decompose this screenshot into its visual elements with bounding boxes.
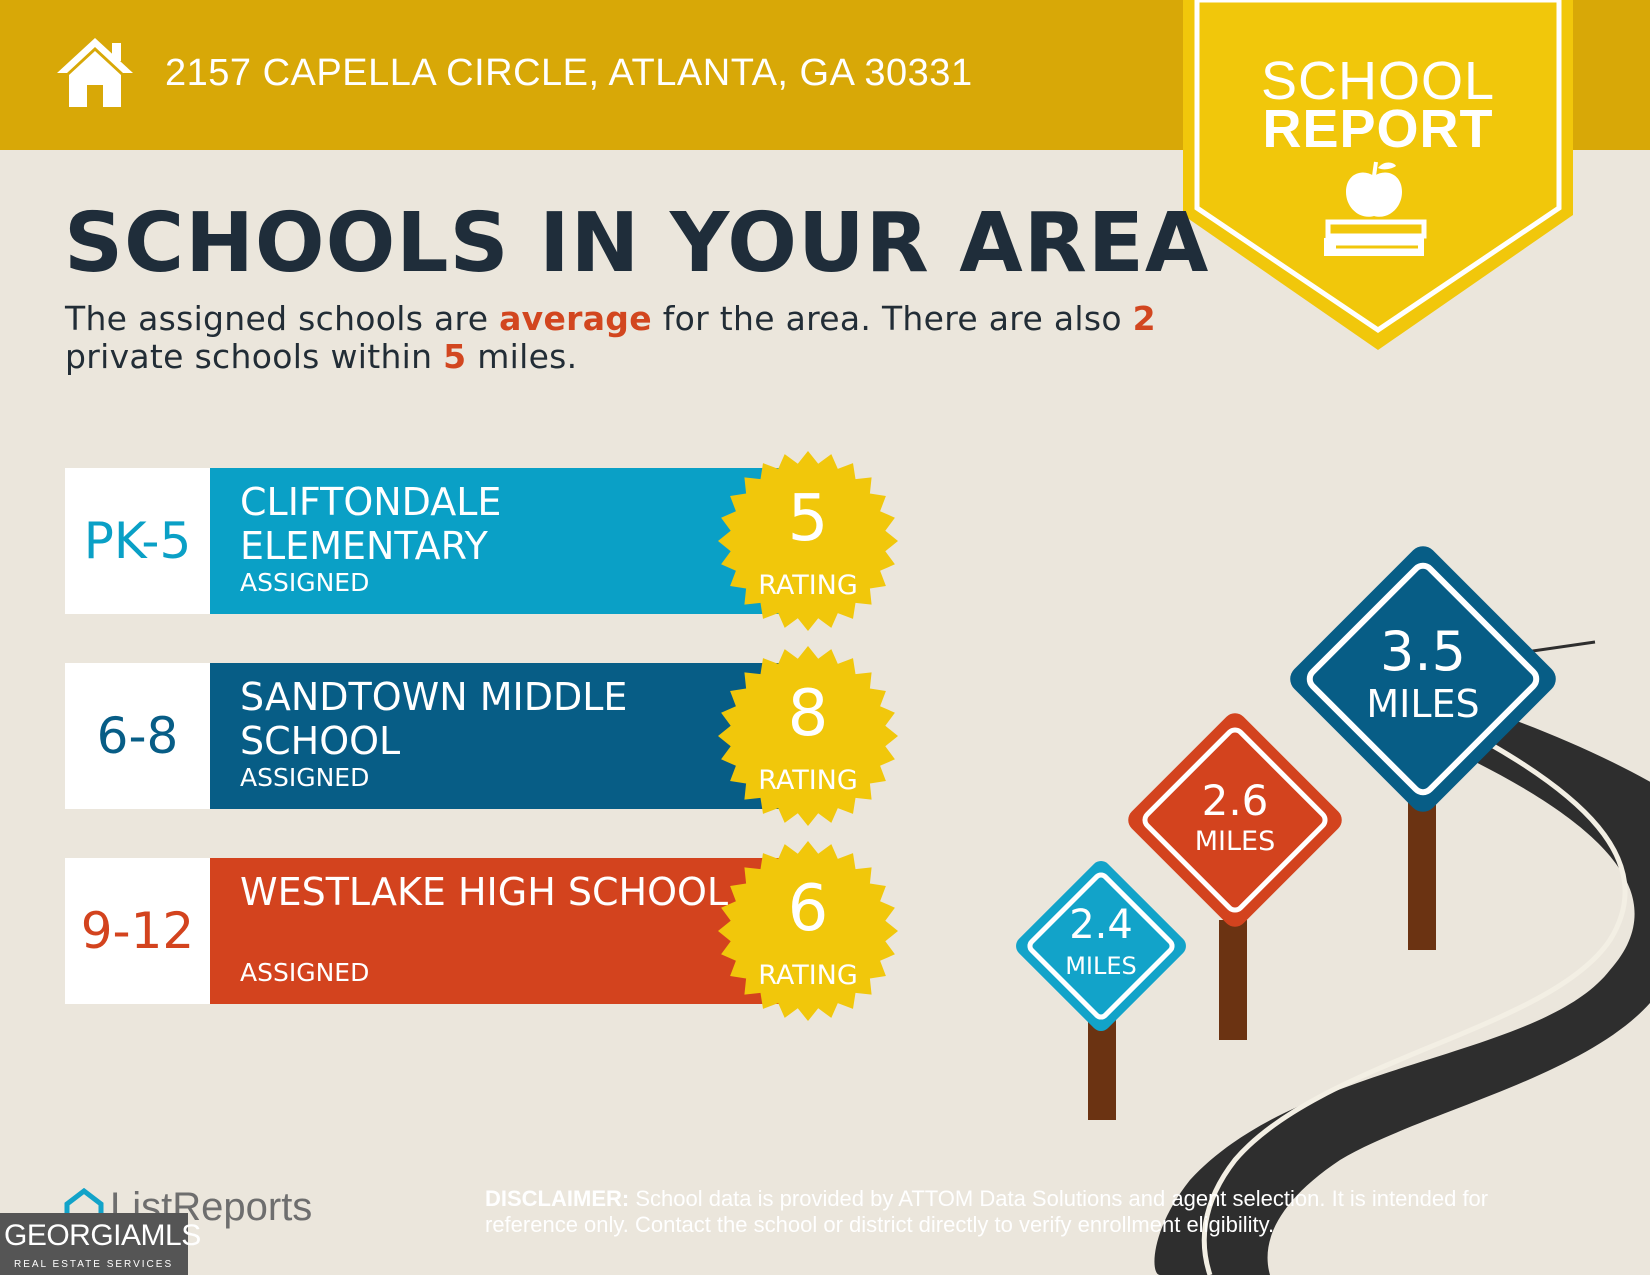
distance-value: 2.6 [1201,776,1269,825]
rating-seal-icon [718,646,898,826]
road-illustration [1088,640,1650,1275]
school-bar: CLIFTONDALE ELEMENTARY ASSIGNED [210,468,830,614]
distance-unit: MILES [1065,952,1137,980]
school-status: ASSIGNED [240,568,370,597]
distance-value: 2.4 [1069,902,1133,948]
rating-seal-icon [718,841,898,1021]
grade-range: 9-12 [65,858,210,1004]
grade-range: 6-8 [65,663,210,809]
distance-sign-2 [1128,713,1342,927]
private-count: 2 [1132,299,1156,338]
school-name: SANDTOWN MIDDLE SCHOOL [240,675,628,763]
apple-books-icon [1324,161,1427,256]
watermark-sub: REAL ESTATE SERVICES [14,1259,174,1270]
page-title: SCHOOLS IN YOUR AREA [64,196,1210,291]
summary-text: The assigned schools are average for the… [65,299,1156,376]
school-name: WESTLAKE HIGH SCHOOL [240,870,729,914]
watermark-main: GEORGIAMLS [4,1219,201,1252]
rating-value: 6 [787,872,829,946]
rating-label: RATING [758,960,858,991]
rating-label: RATING [758,765,858,796]
rating-label: RATING [758,570,858,601]
distance-sign-3 [1290,546,1556,812]
school-row-middle: 6-8 SANDTOWN MIDDLE SCHOOL ASSIGNED 8 RA… [65,646,898,826]
distance-unit: MILES [1194,826,1276,857]
rating-seal-icon [718,451,898,631]
school-name: CLIFTONDALE ELEMENTARY [240,480,502,568]
distance-value: 3.5 [1380,620,1466,683]
radius-miles: 5 [443,337,467,376]
school-status: ASSIGNED [240,763,370,792]
grade-range: PK-5 [65,468,210,614]
rating-value: 5 [787,482,829,556]
distance-unit: MILES [1366,682,1480,726]
disclaimer: DISCLAIMER: School data is provided by A… [485,1186,1489,1237]
school-row-elementary: PK-5 CLIFTONDALE ELEMENTARY ASSIGNED 5 R… [65,451,898,631]
quality-highlight: average [499,299,652,338]
badge-title-line1: SCHOOL [1260,51,1496,111]
school-status: ASSIGNED [240,958,370,987]
school-row-high: 9-12 WESTLAKE HIGH SCHOOL ASSIGNED 6 RAT… [65,841,898,1021]
rating-value: 8 [787,677,829,751]
home-icon [57,38,133,107]
property-address: 2157 CAPELLA CIRCLE, ATLANTA, GA 30331 [165,52,973,94]
distance-sign-1 [1016,861,1186,1031]
badge-title-line2: REPORT [1262,99,1494,159]
mls-watermark: GEORGIAMLS REAL ESTATE SERVICES [0,1213,201,1275]
